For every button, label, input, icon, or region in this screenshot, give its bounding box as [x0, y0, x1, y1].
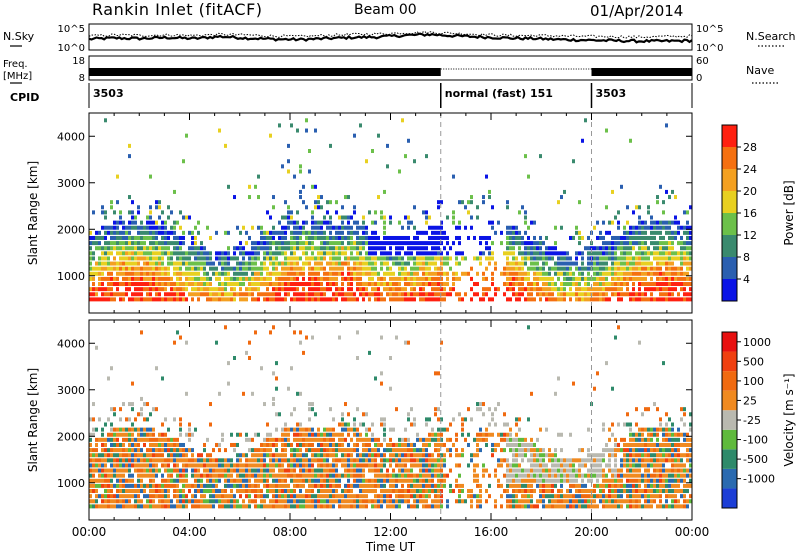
freq-left-label-1: Freq.: [3, 59, 28, 70]
velocity-panel-colorbar-seg: [722, 488, 737, 508]
xtick-label: 04:00: [172, 525, 207, 539]
power-panel-colorbar-tick-label: 4: [743, 273, 750, 286]
noise-panel-frame: [88, 23, 693, 51]
power-panel-colorbar-seg: [722, 213, 737, 235]
power-panel-colorbar-seg: [722, 125, 737, 147]
power-panel-colorbar-seg: [722, 147, 737, 169]
noise-tick-left: 10^5: [58, 24, 85, 35]
power-panel-ytick-label: 2000: [57, 223, 85, 236]
velocity-panel-ytick-label: 4000: [57, 337, 85, 350]
velocity-panel-colorbar-seg: [722, 390, 737, 411]
noise-left-label: N.Sky: [3, 30, 35, 43]
freq-band-2: [591, 68, 692, 76]
power-panel-ylabel: Slant Range [km]: [26, 161, 40, 265]
power-panel-colorbar-tick-label: 12: [743, 229, 757, 242]
velocity-panel-colorbar-seg: [722, 371, 737, 391]
velocity-panel-colorbar-seg: [722, 468, 737, 489]
velocity-panel-colorbar-tick-label: 500: [743, 355, 764, 368]
power-panel-colorbar-tick-label: 16: [743, 207, 757, 220]
noise-right-label: N.Search: [746, 30, 796, 43]
power-panel-colorbar-seg: [722, 191, 737, 213]
nave-tick-right: 60: [696, 56, 709, 67]
velocity-panel-colorbar-tick-label: 1000: [743, 336, 771, 349]
cpid-segment-label: normal (fast) 151: [445, 87, 553, 100]
power-panel-colorbar-tick-label: 24: [743, 163, 757, 176]
velocity-panel-colorbar-tick-label: -100: [743, 434, 768, 447]
xtick-label: 16:00: [474, 525, 509, 539]
velocity-panel-ytick-label: 1000: [57, 477, 85, 490]
velocity-panel-colorbar-tick-label: -1000: [743, 473, 775, 486]
velocity-panel-cells: [89, 325, 692, 509]
power-panel-ytick-label: 1000: [57, 270, 85, 283]
power-panel-ytick-label: 3000: [57, 177, 85, 190]
cpid-label: CPID: [10, 91, 39, 104]
freq-tick-left: 18: [72, 56, 85, 67]
power-panel-cells: [89, 118, 692, 302]
x-axis-label: Time UT: [365, 540, 416, 554]
velocity-panel-colorbar-tick-label: 100: [743, 375, 764, 388]
xtick-label: 12:00: [373, 525, 408, 539]
noise-series-search: [88, 30, 693, 39]
xtick-label: 00:00: [675, 525, 710, 539]
noise-tick-left: 10^0: [58, 43, 85, 54]
velocity-panel-ytick-label: 3000: [57, 384, 85, 397]
power-panel-colorbar-seg: [722, 169, 737, 191]
power-panel-colorbar-label: Power [dB]: [782, 180, 796, 245]
power-panel-ytick-label: 4000: [57, 130, 85, 143]
power-panel-colorbar-tick-label: 20: [743, 185, 757, 198]
cpid-segment-label: 3503: [93, 87, 124, 100]
power-panel-colorbar-seg: [722, 257, 737, 279]
title-beam: Beam 00: [354, 2, 417, 18]
velocity-panel-colorbar-label: Velocity [m s⁻¹]: [782, 373, 796, 466]
power-panel-colorbar-seg: [722, 235, 737, 257]
noise-tick-right: 10^5: [696, 24, 723, 35]
nave-tick-right: 0: [696, 73, 702, 84]
noise-series-sky: [88, 32, 693, 44]
velocity-panel-colorbar-seg: [722, 410, 737, 430]
power-panel-colorbar-tick-label: 8: [743, 251, 750, 264]
nave-right-label: Nave: [746, 64, 774, 77]
title-station: Rankin Inlet (fitACF): [92, 0, 263, 19]
freq-left-label-2: [MHz]: [3, 71, 32, 82]
velocity-panel-colorbar-seg: [722, 351, 737, 372]
velocity-panel-colorbar-seg: [722, 332, 737, 352]
velocity-panel-colorbar-tick-label: -25: [743, 414, 761, 427]
xtick-label: 20:00: [574, 525, 609, 539]
freq-band-0: [89, 68, 441, 76]
xtick-label: 08:00: [273, 525, 308, 539]
noise-tick-right: 10^0: [696, 43, 723, 54]
velocity-panel-ylabel: Slant Range [km]: [26, 368, 40, 472]
freq-tick-left: 8: [79, 73, 85, 84]
velocity-panel-colorbar-seg: [722, 449, 737, 469]
velocity-panel-colorbar-tick-label: -500: [743, 453, 768, 466]
power-panel-colorbar-tick-label: 28: [743, 141, 757, 154]
xtick-label: 00:00: [72, 525, 107, 539]
velocity-panel-ytick-label: 2000: [57, 430, 85, 443]
power-panel-colorbar-seg: [722, 279, 737, 301]
title-date: 01/Apr/2014: [590, 2, 684, 20]
velocity-panel-colorbar-seg: [722, 429, 737, 450]
cpid-segment-label: 3503: [596, 87, 627, 100]
velocity-panel-colorbar-tick-label: 25: [743, 394, 757, 407]
